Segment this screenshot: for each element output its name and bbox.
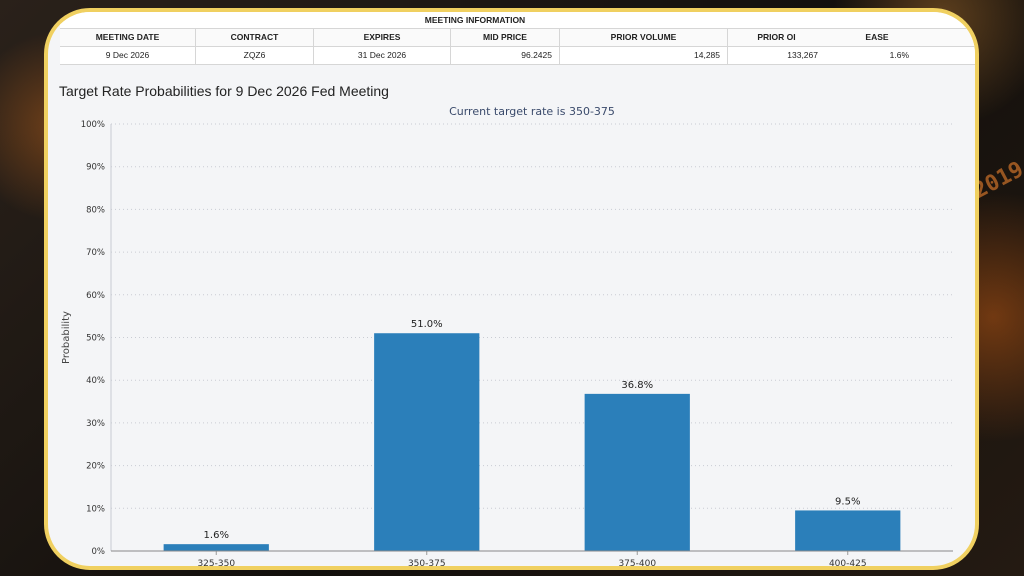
cell-prior-volume: 14,285 [560,47,728,64]
cell-ease: 1.6% [889,50,909,60]
y-tick-label: 10% [86,504,105,514]
content-panel: MEETING INFORMATION MEETING DATE CONTRAC… [44,8,979,570]
meeting-info-data-row: 9 Dec 2026 ZQZ6 31 Dec 2026 96.2425 14,2… [60,47,890,65]
cell-prior-oi: 133,267 [787,50,818,60]
meeting-info-header-row: MEETING DATE CONTRACT EXPIRES MID PRICE … [60,29,890,47]
y-tick-label: 0% [92,547,106,557]
bar-chart: Current target rate is 350-375 0% 10% 20% 30… [61,105,953,566]
chart-subtitle: Current target rate is 350-375 [449,105,615,118]
y-tick-label: 60% [86,291,105,301]
header-expires: EXPIRES [314,29,451,46]
x-tick-label: 350-375 [408,559,446,566]
bar-value-label: 9.5% [835,496,860,507]
x-tick-label: 375-400 [618,559,656,566]
bar-value-label: 51.0% [411,319,443,330]
header-contract: CONTRACT [196,29,314,46]
bar-350-375 [374,333,480,551]
meeting-info-title: MEETING INFORMATION [60,12,890,29]
y-tick-label: 50% [86,334,105,344]
meeting-info-table: MEETING INFORMATION MEETING DATE CONTRAC… [60,12,890,65]
probabilities-table: EASE 1.6% [838,12,975,65]
cell-meeting-date: 9 Dec 2026 [60,47,196,64]
y-tick-label: 90% [86,163,105,173]
y-tick-label: 70% [86,248,105,258]
bar-value-label: 36.8% [621,380,653,391]
chart-title: Target Rate Probabilities for 9 Dec 2026… [59,83,389,99]
y-tick-label: 80% [86,205,105,215]
probabilities-data-row: 1.6% [838,47,975,65]
header-ease: EASE [865,32,889,42]
probabilities-title [838,12,975,29]
y-tick-label: 20% [86,462,105,472]
y-tick-label: 30% [86,419,105,429]
cell-contract: ZQZ6 [196,47,314,64]
bar-375-400 [584,393,690,551]
x-tick-label: 400-425 [829,559,867,566]
header-prior-oi: PRIOR OI [757,32,796,42]
y-axis-label: Probability [61,311,72,364]
header-meeting-date: MEETING DATE [60,29,196,46]
cell-expires: 31 Dec 2026 [314,47,451,64]
bar-325-350 [163,544,269,551]
bar-value-label: 1.6% [204,530,229,541]
cell-mid-price: 96.2425 [451,47,560,64]
header-mid-price: MID PRICE [451,29,560,46]
probabilities-header-row: EASE [838,29,975,47]
y-tick-label: 40% [86,376,105,386]
x-tick-label: 325-350 [197,559,235,566]
y-tick-label: 100% [81,120,105,130]
header-prior-volume: PRIOR VOLUME [560,29,728,46]
bar-400-425 [795,510,901,551]
